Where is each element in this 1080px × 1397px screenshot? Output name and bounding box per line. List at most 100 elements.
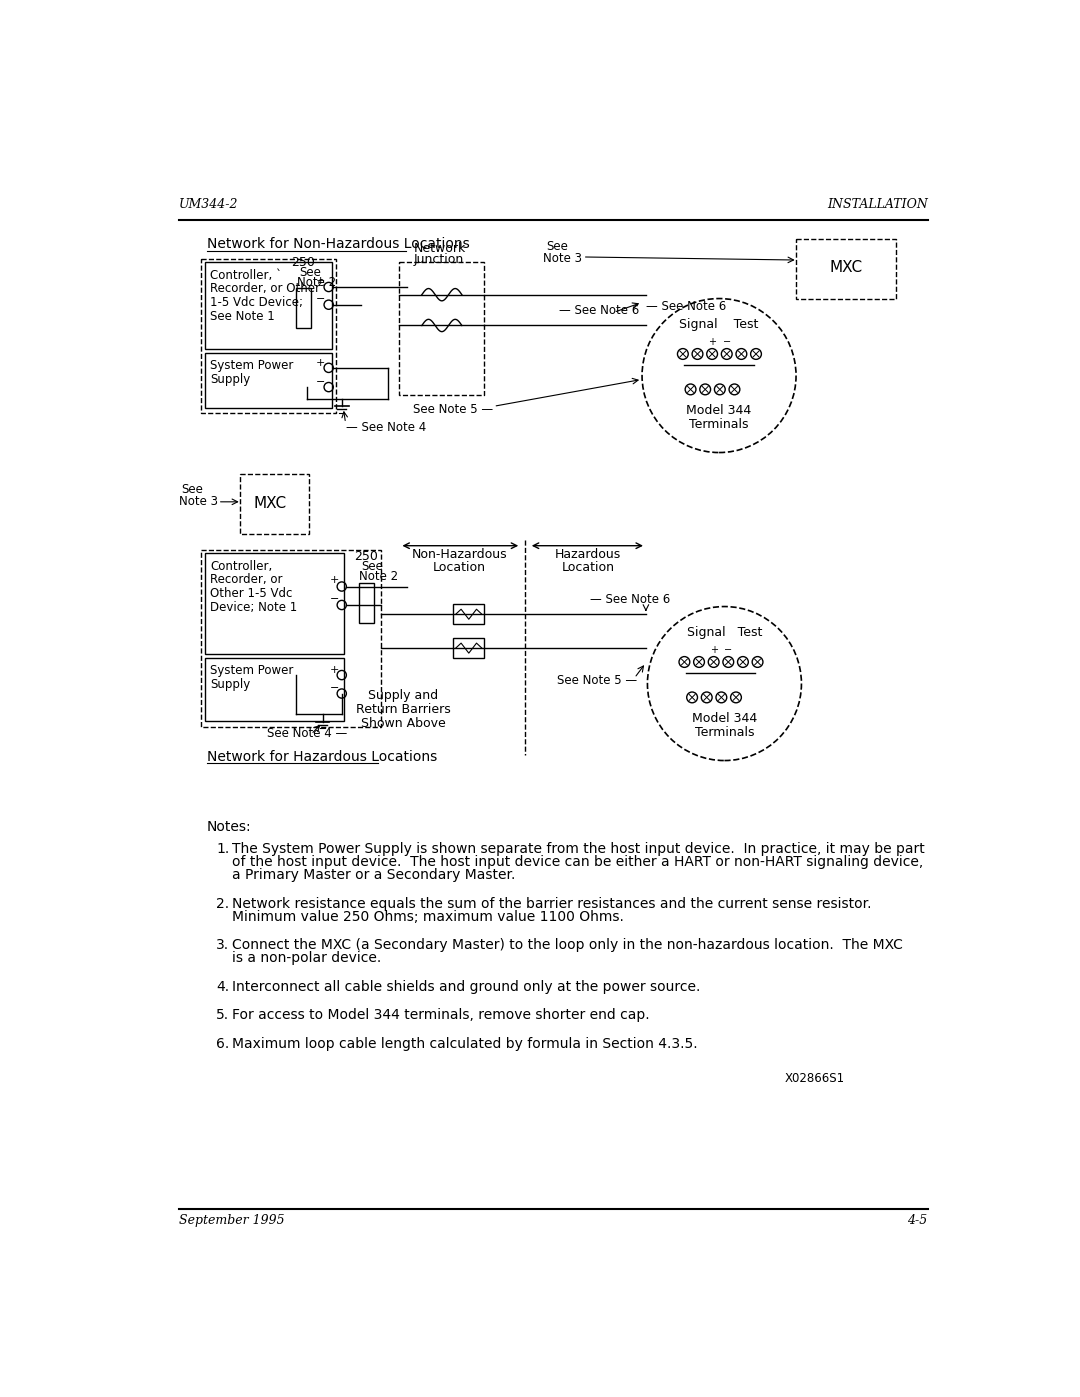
Text: 4-5: 4-5: [907, 1214, 928, 1227]
Text: — See Note 6: — See Note 6: [590, 594, 670, 606]
Text: Supply and: Supply and: [368, 689, 438, 701]
Circle shape: [723, 657, 733, 668]
Text: For access to Model 344 terminals, remove shorter end cap.: For access to Model 344 terminals, remov…: [231, 1009, 649, 1023]
Circle shape: [701, 692, 712, 703]
Text: Device; Note 1: Device; Note 1: [211, 601, 297, 615]
Circle shape: [716, 692, 727, 703]
Text: — See Note 4: — See Note 4: [346, 420, 426, 434]
Text: Location: Location: [562, 562, 615, 574]
Text: Supply: Supply: [211, 373, 251, 386]
Text: See Note 1: See Note 1: [211, 310, 274, 323]
Text: INSTALLATION: INSTALLATION: [827, 198, 928, 211]
Text: 5.: 5.: [216, 1009, 229, 1023]
Circle shape: [677, 349, 688, 359]
Text: 250: 250: [292, 256, 315, 270]
Circle shape: [693, 657, 704, 668]
Text: 1-5 Vdc Device;: 1-5 Vdc Device;: [211, 296, 303, 309]
Text: Network resistance equals the sum of the barrier resistances and the current sen: Network resistance equals the sum of the…: [231, 897, 872, 911]
Text: 6.: 6.: [216, 1037, 229, 1051]
Text: Interconnect all cable shields and ground only at the power source.: Interconnect all cable shields and groun…: [231, 979, 700, 993]
Text: +: +: [316, 358, 326, 367]
Text: Network for Non-Hazardous Locations: Network for Non-Hazardous Locations: [207, 237, 470, 251]
Polygon shape: [454, 605, 484, 624]
Circle shape: [721, 349, 732, 359]
Circle shape: [715, 384, 725, 395]
Text: −: −: [330, 594, 339, 604]
Text: 1.: 1.: [216, 842, 229, 856]
Text: Shown Above: Shown Above: [361, 717, 446, 729]
Circle shape: [685, 384, 696, 395]
Text: Connect the MXC (a Secondary Master) to the loop only in the non-hazardous locat: Connect the MXC (a Secondary Master) to …: [231, 939, 903, 953]
Text: +: +: [330, 576, 339, 585]
Text: Controller, `: Controller, `: [211, 268, 282, 282]
Text: MXC: MXC: [829, 260, 862, 275]
Text: Signal   Test: Signal Test: [687, 626, 762, 638]
Text: September 1995: September 1995: [179, 1214, 285, 1227]
Text: +: +: [710, 645, 717, 655]
Text: 3.: 3.: [216, 939, 229, 953]
Text: +: +: [708, 337, 716, 346]
Text: Controller,: Controller,: [211, 560, 272, 573]
Text: Terminals: Terminals: [694, 726, 754, 739]
Text: 250: 250: [354, 549, 378, 563]
Text: Recorder, or Other: Recorder, or Other: [211, 282, 320, 295]
Text: a Primary Master or a Secondary Master.: a Primary Master or a Secondary Master.: [231, 868, 515, 882]
Circle shape: [730, 692, 741, 703]
Text: See Note 4 —: See Note 4 —: [267, 728, 348, 740]
Circle shape: [692, 349, 703, 359]
Text: Non-Hazardous: Non-Hazardous: [411, 548, 508, 562]
Text: Minimum value 250 Ohms; maximum value 1100 Ohms.: Minimum value 250 Ohms; maximum value 11…: [231, 909, 623, 923]
Text: Supply: Supply: [211, 678, 251, 692]
Polygon shape: [359, 584, 374, 623]
Circle shape: [738, 657, 748, 668]
Text: Junction: Junction: [414, 253, 463, 265]
Circle shape: [751, 349, 761, 359]
Text: Recorder, or: Recorder, or: [211, 573, 283, 587]
Circle shape: [687, 692, 698, 703]
Text: Note 2: Note 2: [297, 277, 336, 289]
Text: Notes:: Notes:: [207, 820, 252, 834]
Text: Terminals: Terminals: [689, 418, 748, 430]
Text: −: −: [330, 683, 339, 693]
Text: −: −: [316, 377, 326, 387]
Text: Hazardous: Hazardous: [555, 548, 621, 562]
Text: 2.: 2.: [216, 897, 229, 911]
Text: +: +: [330, 665, 339, 675]
Text: System Power: System Power: [211, 359, 294, 373]
Text: — See Note 6: — See Note 6: [558, 305, 639, 317]
Text: See Note 5 —: See Note 5 —: [414, 402, 494, 415]
Text: is a non-polar device.: is a non-polar device.: [231, 951, 381, 965]
Polygon shape: [454, 638, 484, 658]
Text: Location: Location: [433, 562, 486, 574]
Circle shape: [700, 384, 711, 395]
Text: MXC: MXC: [253, 496, 286, 511]
Text: Note 2: Note 2: [359, 570, 397, 584]
Text: −: −: [725, 645, 732, 655]
Text: 4.: 4.: [216, 979, 229, 993]
Text: The System Power Supply is shown separate from the host input device.  In practi: The System Power Supply is shown separat…: [231, 842, 924, 856]
Text: See: See: [361, 560, 383, 573]
Text: UM344-2: UM344-2: [179, 198, 239, 211]
Circle shape: [729, 384, 740, 395]
Text: Return Barriers: Return Barriers: [356, 703, 450, 715]
Circle shape: [679, 657, 690, 668]
Text: See: See: [180, 482, 203, 496]
Text: Note 3: Note 3: [178, 495, 217, 509]
Text: Network: Network: [414, 242, 465, 256]
Text: System Power: System Power: [211, 665, 294, 678]
Text: Model 344: Model 344: [687, 404, 752, 418]
Text: See: See: [299, 267, 321, 279]
Text: See Note 5 —: See Note 5 —: [557, 675, 637, 687]
Circle shape: [752, 657, 762, 668]
Text: — See Note 6: — See Note 6: [646, 300, 726, 313]
Circle shape: [706, 349, 717, 359]
Text: X02866S1: X02866S1: [784, 1073, 845, 1085]
Text: −: −: [723, 337, 731, 346]
Text: Network for Hazardous Locations: Network for Hazardous Locations: [207, 750, 437, 764]
Text: Maximum loop cable length calculated by formula in Section 4.3.5.: Maximum loop cable length calculated by …: [231, 1037, 698, 1051]
Polygon shape: [296, 288, 311, 328]
Text: of the host input device.  The host input device can be either a HART or non-HAR: of the host input device. The host input…: [231, 855, 923, 869]
Text: Other 1-5 Vdc: Other 1-5 Vdc: [211, 587, 293, 601]
Text: −: −: [316, 295, 326, 305]
Text: Note 3: Note 3: [543, 251, 582, 264]
